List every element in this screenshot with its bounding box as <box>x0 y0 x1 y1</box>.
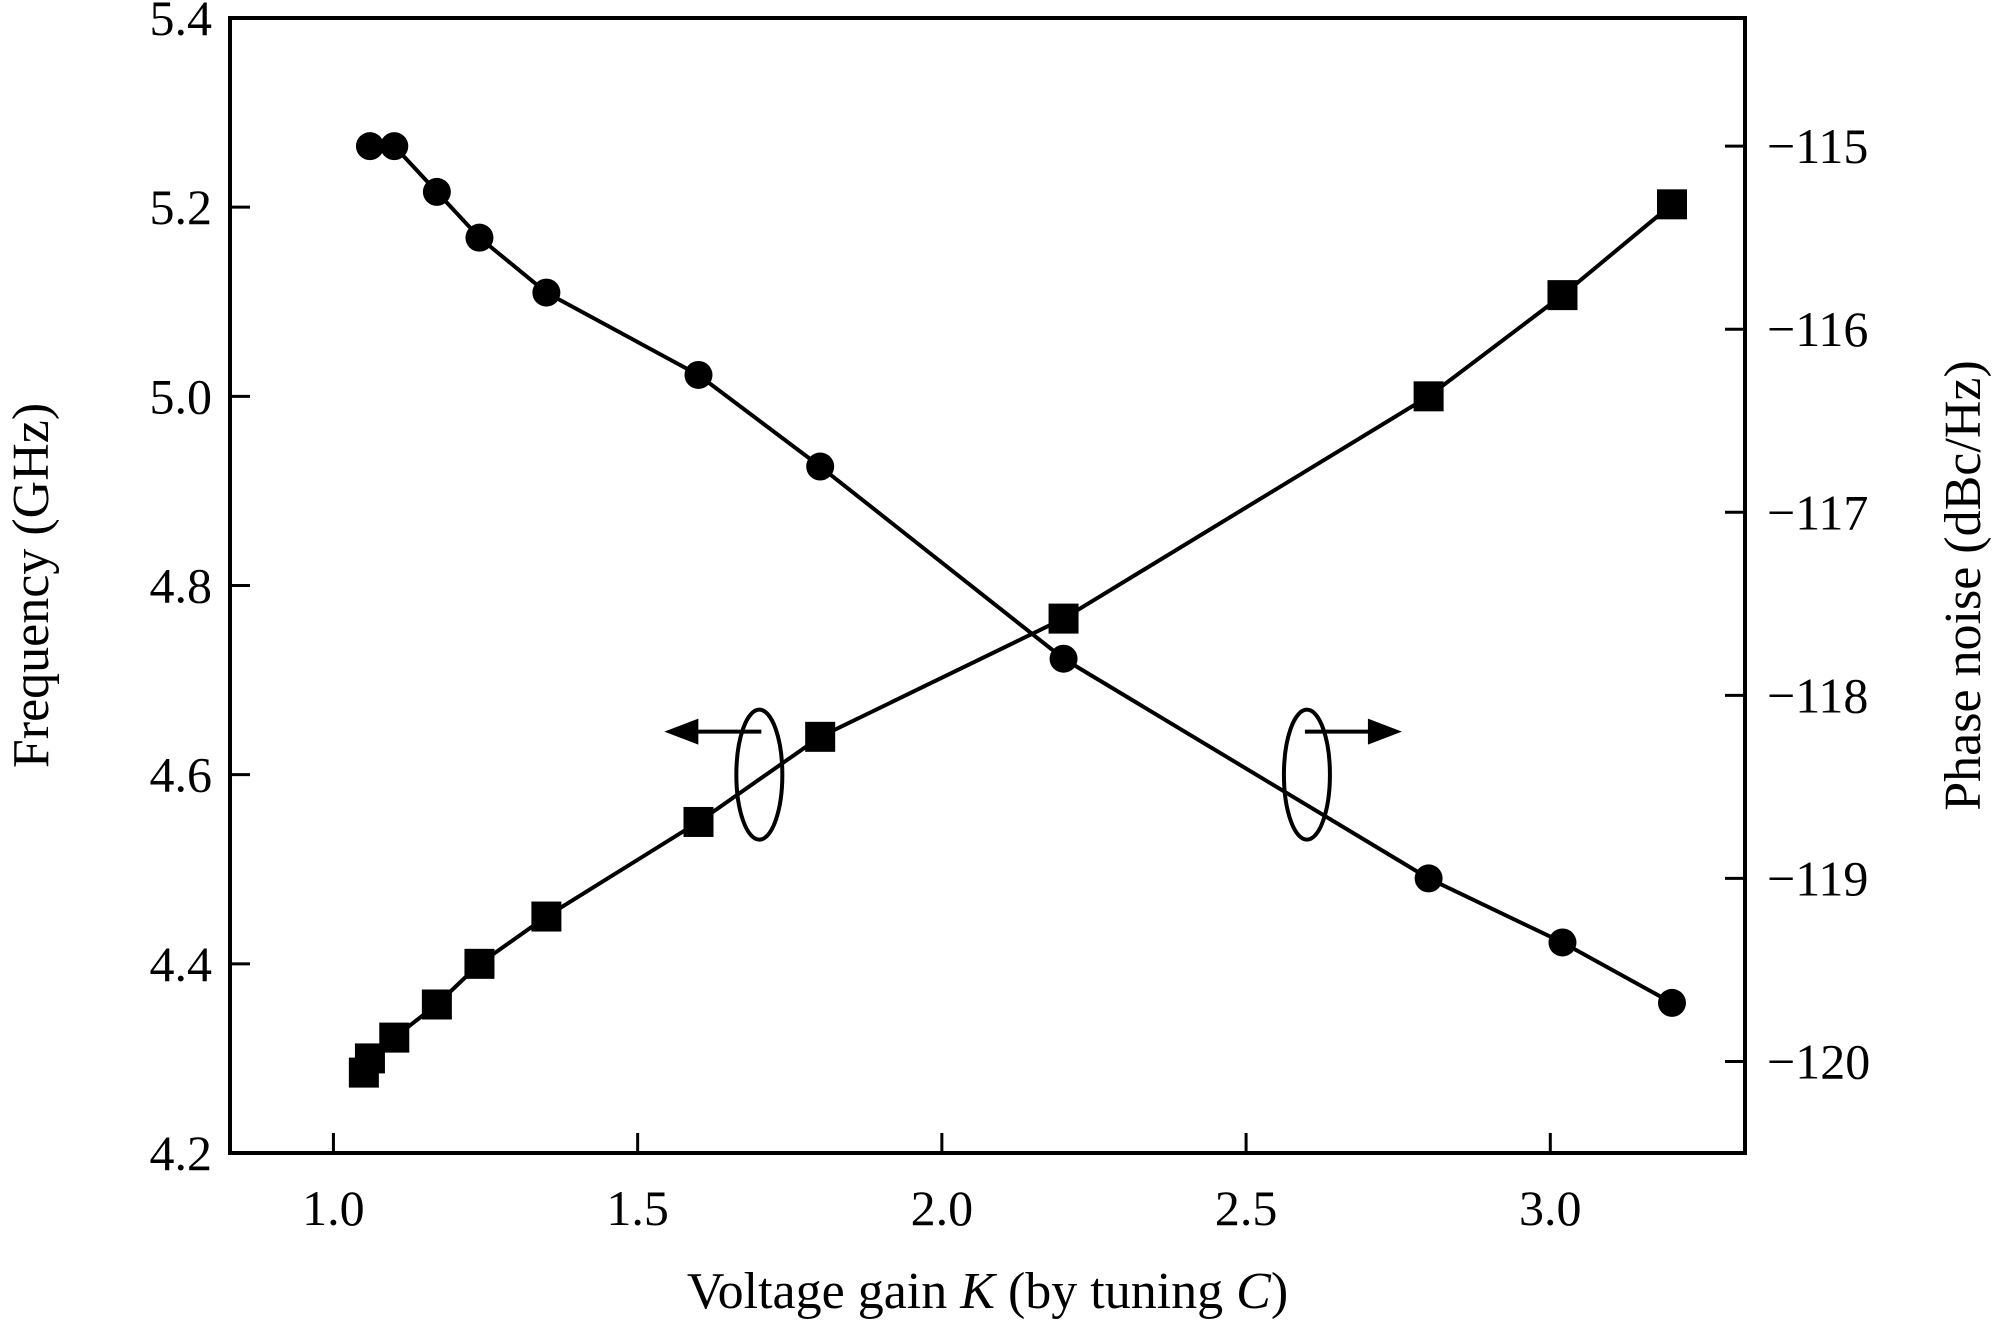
series-layer <box>348 132 1687 1088</box>
x-tick-label: 2.5 <box>1215 1180 1278 1236</box>
x-tick-label: 2.0 <box>911 1180 974 1236</box>
y-right-tick-label: −118 <box>1767 667 1868 723</box>
x-axis-title: Voltage gain K (by tuning C) <box>687 1263 1288 1320</box>
right-arrow-head <box>1367 718 1402 745</box>
circle-marker <box>422 177 451 206</box>
y-right-tick-label: −116 <box>1767 301 1868 357</box>
circle-marker <box>1049 644 1078 673</box>
square-marker <box>1048 603 1079 634</box>
axis-indicator-ellipse <box>1281 707 1332 842</box>
square-marker <box>379 1022 410 1053</box>
square-marker <box>531 901 562 932</box>
circle-marker <box>1548 928 1577 957</box>
y-left-tick-label: 5.4 <box>150 0 213 46</box>
circle-marker <box>1657 988 1686 1017</box>
axes-layer <box>228 16 1747 1155</box>
y-left-tick-label: 4.2 <box>150 1125 213 1181</box>
y-right-axis-title: Phase noise (dBc/Hz) <box>1935 360 1992 811</box>
circle-marker <box>465 223 494 252</box>
left-arrow-head <box>664 718 699 745</box>
square-marker <box>464 948 495 979</box>
y-right-tick-label: −119 <box>1767 850 1868 906</box>
y-left-tick-label: 5.2 <box>150 179 213 235</box>
circle-marker <box>684 360 713 389</box>
y-right-tick-label: −117 <box>1767 484 1868 540</box>
x-axis-title-part: K <box>959 1263 997 1320</box>
square-marker <box>1413 381 1444 412</box>
y-left-tick-label: 4.4 <box>150 936 213 992</box>
square-marker <box>421 989 452 1020</box>
y-right-tick-label: −115 <box>1767 118 1868 174</box>
circle-marker <box>1414 864 1443 893</box>
circle-marker <box>532 278 561 307</box>
x-axis-title-part: Voltage gain <box>687 1263 960 1320</box>
circle-marker <box>355 132 384 161</box>
square-marker <box>805 721 836 752</box>
label-layer: 1.0 1.5 2.0 2.5 3.0 4.2 4.4 4.6 4.8 5.0 5.2 5.4 −115… <box>3 0 1992 1320</box>
annotation-layer <box>664 707 1402 842</box>
square-marker <box>1656 189 1687 220</box>
square-marker <box>683 806 714 837</box>
series-line-right <box>369 144 1673 1005</box>
series-line-left <box>362 202 1674 1074</box>
circle-marker <box>806 452 835 481</box>
x-tick-label: 3.0 <box>1519 1180 1582 1236</box>
y-left-tick-label: 4.8 <box>150 558 213 614</box>
x-tick-label: 1.5 <box>606 1180 669 1236</box>
x-tick-label: 1.0 <box>302 1180 365 1236</box>
axis-indicator-ellipse <box>734 707 785 842</box>
x-axis-title-part: ) <box>1271 1263 1288 1320</box>
y-left-tick-label: 5.0 <box>150 368 213 424</box>
x-axis-title-part: (by tuning <box>995 1263 1236 1320</box>
circle-marker <box>380 132 409 161</box>
x-axis-title-part: C <box>1236 1263 1272 1320</box>
square-marker <box>1547 280 1578 311</box>
y-left-tick-label: 4.6 <box>150 747 213 803</box>
y-left-axis-title: Frequency (GHz) <box>3 403 60 768</box>
y-right-tick-label: −120 <box>1767 1033 1870 1089</box>
